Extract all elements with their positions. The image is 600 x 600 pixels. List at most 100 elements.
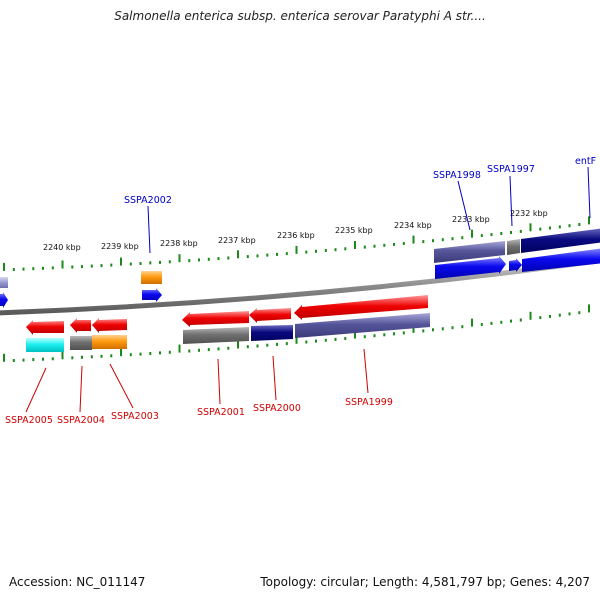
minor-tick [42, 266, 44, 270]
gene-label-sspa2005[interactable]: SSPA2005 [5, 415, 53, 426]
kbp-label: 2232 kbp [510, 209, 548, 218]
minor-tick [324, 249, 327, 252]
gene-feature-sspa2004[interactable] [70, 336, 92, 350]
gene-label-sspa1999[interactable]: SSPA1999 [345, 397, 393, 408]
major-tick [588, 216, 590, 225]
minor-tick [500, 320, 503, 324]
minor-tick [256, 344, 259, 348]
minor-tick [422, 240, 425, 244]
minor-tick [276, 342, 278, 346]
kbp-label: 2236 kbp [277, 231, 315, 240]
gene-label-sspa2001[interactable]: SSPA2001 [197, 407, 245, 418]
gene-feature-sspa1997[interactable] [507, 239, 520, 255]
leader-sspa2002 [147, 205, 151, 254]
gene-feature-sspa2002[interactable] [141, 271, 162, 284]
gene-arrow-sspa2000[interactable] [249, 308, 291, 323]
minor-tick [246, 345, 249, 349]
gene-label-sspa2003[interactable]: SSPA2003 [111, 411, 159, 422]
minor-tick [334, 248, 337, 252]
minor-tick [363, 335, 366, 339]
gene-label-entf[interactable]: entF [575, 156, 596, 167]
minor-tick [461, 325, 464, 329]
minor-tick [373, 334, 376, 338]
map-title: Salmonella enterica subsp. enterica sero… [114, 9, 486, 23]
gene-arrow-sspa2005[interactable] [26, 320, 64, 335]
minor-tick [12, 359, 15, 362]
leader-sspa2003 [109, 363, 134, 409]
gene-feature[interactable] [0, 277, 8, 288]
major-tick [412, 235, 415, 244]
gene-arrow-sspa2003[interactable] [92, 318, 127, 333]
gene-arrow[interactable] [0, 292, 8, 308]
minor-tick [246, 255, 249, 259]
accession-text: Accession: NC_011147 [9, 575, 146, 589]
minor-tick [344, 247, 347, 251]
gene-label-sspa1997[interactable]: SSPA1997 [487, 164, 535, 175]
minor-tick [285, 252, 288, 256]
leader-sspa1997 [509, 175, 513, 227]
gene-arrow-sspa1999[interactable] [294, 295, 428, 320]
minor-tick [129, 353, 132, 357]
gene-feature-entf[interactable] [521, 228, 600, 253]
minor-tick [422, 329, 425, 333]
gene-arrow-sspa2001[interactable] [182, 311, 249, 327]
minor-tick [383, 243, 386, 247]
minor-tick [207, 348, 210, 352]
minor-tick [22, 267, 25, 271]
kbp-label: 2235 kbp [335, 226, 373, 235]
gene-labels: SSPA2002 SSPA1998 SSPA1997 entF SSPA2005… [5, 156, 596, 426]
minor-tick [519, 318, 522, 322]
minor-tick [90, 264, 93, 268]
gene-label-sspa2002[interactable]: SSPA2002 [124, 195, 172, 206]
gene-feature-sspa2003[interactable] [92, 335, 127, 349]
minor-tick [393, 242, 395, 246]
major-tick [61, 351, 64, 360]
gene-label-sspa2004[interactable]: SSPA2004 [57, 415, 105, 426]
gene-arrow-sspa1998[interactable] [435, 256, 506, 279]
major-tick [529, 311, 532, 320]
reverse-strand-genes [26, 295, 430, 352]
minor-tick [373, 244, 376, 248]
gene-feature-sspa2005[interactable] [26, 338, 64, 352]
minor-tick [558, 225, 561, 229]
minor-tick [256, 254, 259, 258]
minor-tick [305, 340, 308, 344]
forward-strand-genes [0, 228, 600, 308]
gene-arrow-sspa1997[interactable] [509, 258, 522, 272]
leader-sspa2005 [25, 367, 47, 413]
gene-label-sspa2000[interactable]: SSPA2000 [253, 403, 301, 414]
gene-feature-sspa2001[interactable] [183, 327, 249, 344]
major-tick [237, 340, 239, 349]
gene-arrow-sspa2004[interactable] [70, 318, 91, 333]
minor-tick [441, 327, 444, 331]
minor-tick [51, 357, 54, 361]
major-tick [354, 241, 356, 249]
minor-tick [402, 331, 405, 335]
genome-backbone [0, 258, 600, 316]
minor-tick [568, 312, 571, 316]
minor-tick [32, 267, 35, 271]
minor-tick [480, 323, 483, 326]
major-tick [295, 335, 298, 344]
gene-arrow-entf[interactable] [522, 248, 600, 272]
gene-label-sspa1998[interactable]: SSPA1998 [433, 170, 481, 181]
minor-tick [363, 245, 366, 249]
gene-feature-sspa2000[interactable] [251, 325, 293, 341]
minor-tick [139, 352, 142, 356]
minor-tick [568, 224, 571, 228]
kbp-labels: 2240 kbp 2239 kbp 2238 kbp 2237 kbp 2236… [43, 209, 548, 252]
minor-tick [22, 358, 25, 362]
minor-tick [149, 261, 152, 265]
minor-tick [305, 250, 308, 254]
gene-feature-sspa1998[interactable] [434, 241, 505, 263]
gene-feature-sspa1999[interactable] [295, 313, 430, 338]
minor-tick [198, 348, 200, 352]
minor-tick [549, 226, 551, 230]
kbp-label: 2237 kbp [218, 236, 256, 245]
minor-tick [100, 354, 103, 358]
minor-tick [188, 259, 191, 263]
minor-tick [539, 227, 542, 231]
gene-arrow-sspa2002[interactable] [142, 288, 162, 302]
major-tick [588, 304, 590, 313]
